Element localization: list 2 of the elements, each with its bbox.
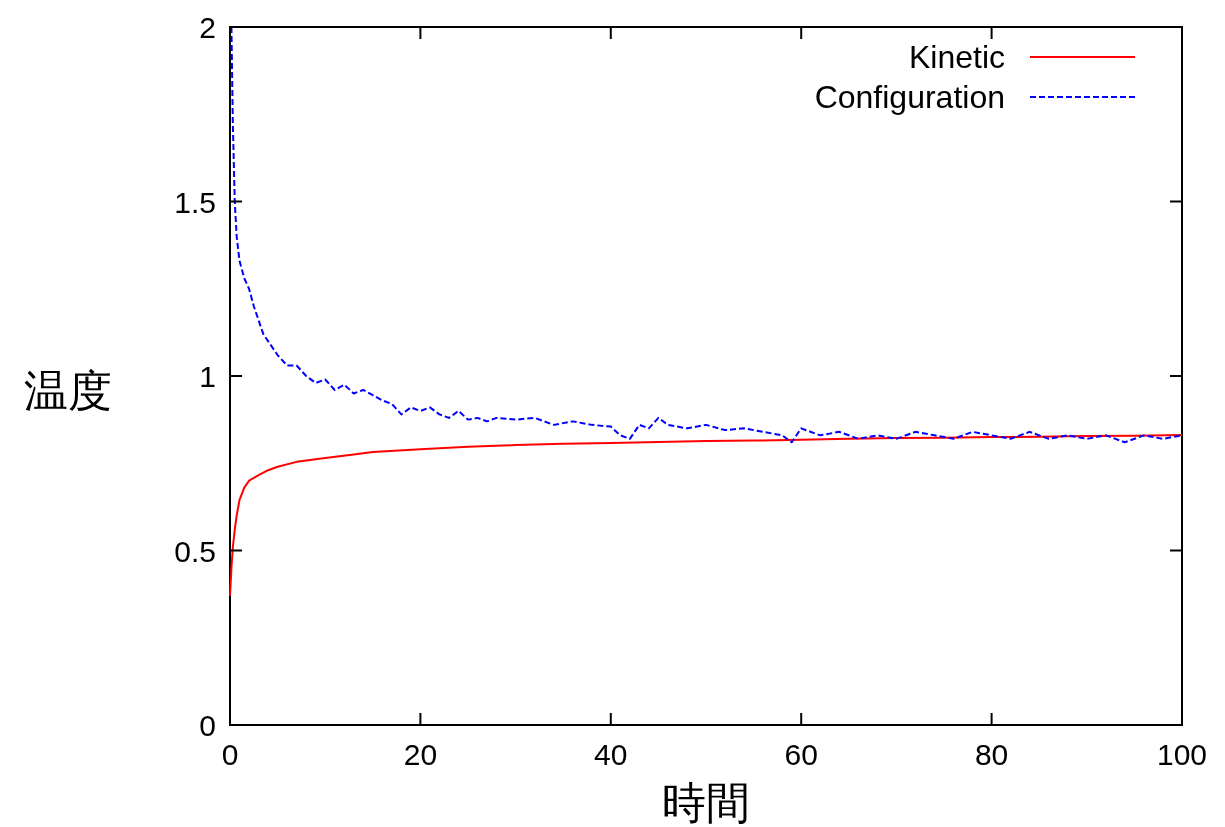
- ylabel: 温度: [24, 366, 112, 415]
- xlabel: 時間: [662, 778, 750, 827]
